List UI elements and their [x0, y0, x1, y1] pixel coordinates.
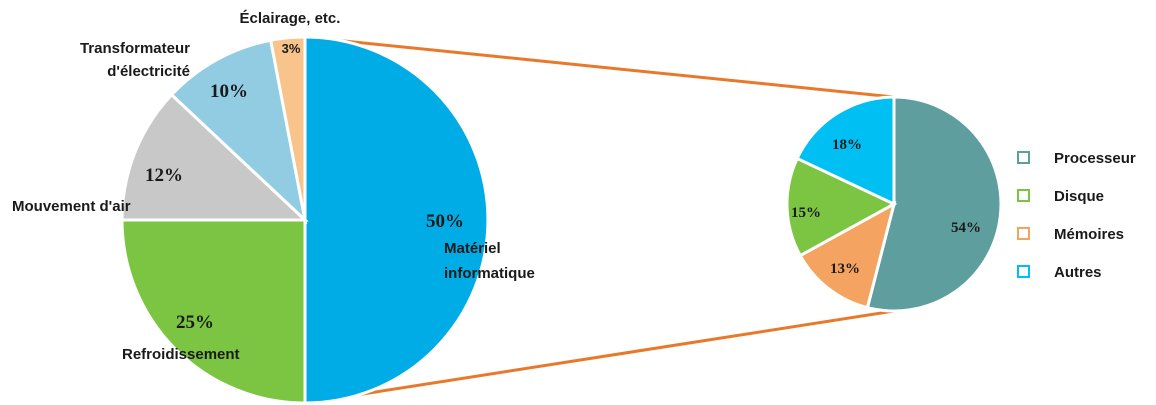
legend-marker-processeur: [1018, 152, 1029, 163]
main-value-label-refroidissement: 25%: [176, 312, 214, 333]
legend-label-autres: Autres: [1054, 264, 1102, 281]
main-category-label-materiel-informatique-line-1: Matériel: [444, 240, 501, 257]
main-category-label-mouvement-d-air: Mouvement d'air: [12, 198, 131, 215]
main-value-label-eclairage-etc: 3%: [282, 41, 301, 56]
main-category-label-transformateur-d-electricite-line-1: Transformateur: [80, 40, 190, 57]
sub-value-label-disque: 15%: [791, 205, 821, 221]
main-category-label-refroidissement: Refroidissement: [122, 346, 240, 363]
sub-value-label-processeur: 54%: [951, 220, 981, 236]
secondary-pie: [787, 97, 1001, 311]
main-value-label-transformateur-d-electricite: 10%: [210, 81, 248, 102]
legend-label-processeur: Processeur: [1054, 150, 1136, 167]
legend-marker-autres: [1018, 266, 1029, 277]
legend: Processeur Disque Mémoires Autres: [1018, 150, 1136, 281]
main-category-label-materiel-informatique-line-2: informatique: [444, 265, 535, 282]
sub-value-label-memoires: 13%: [830, 261, 860, 277]
main-category-label-eclairage-etc: Éclairage, etc.: [240, 10, 341, 27]
main-category-label-transformateur-d-electricite-line-2: d'électricité: [107, 63, 190, 80]
main-value-label-materiel-informatique: 50%: [426, 211, 464, 232]
legend-label-disque: Disque: [1054, 188, 1104, 205]
sub-value-label-autres: 18%: [832, 137, 862, 153]
main-value-label-mouvement-d-air: 12%: [145, 165, 183, 186]
legend-marker-disque: [1018, 190, 1029, 201]
legend-marker-memoires: [1018, 228, 1029, 239]
legend-label-memoires: Mémoires: [1054, 226, 1124, 243]
